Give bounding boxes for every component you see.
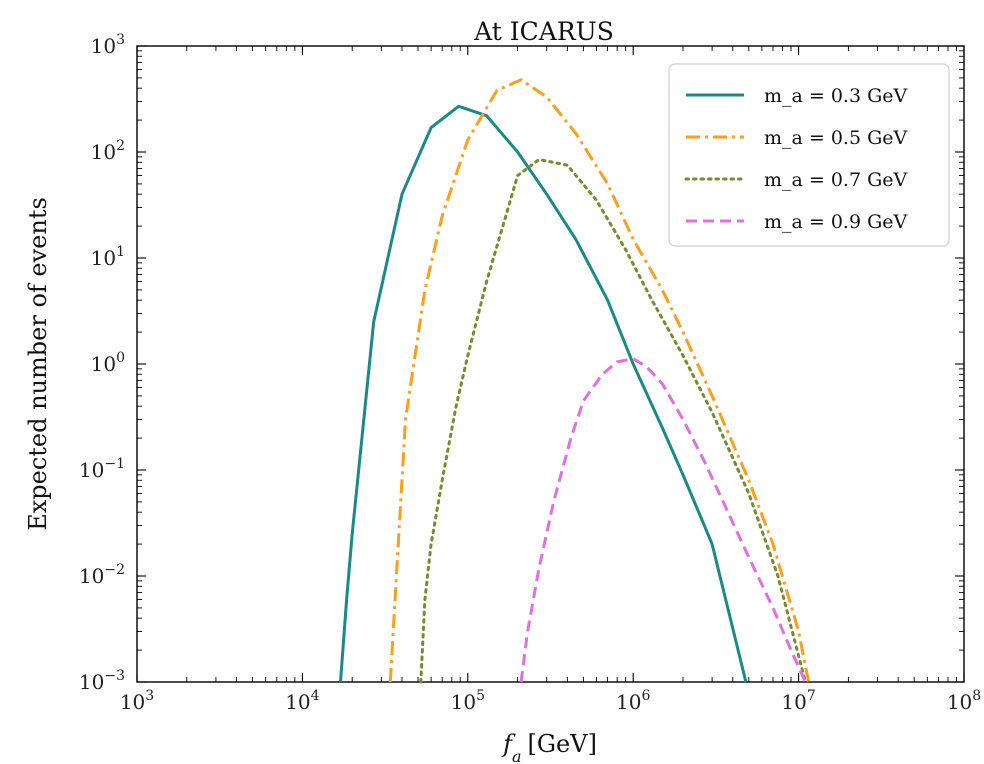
series-line-1 <box>388 78 811 683</box>
y-tick-label: 102 <box>91 138 125 164</box>
y-tick-label: 101 <box>91 244 125 270</box>
legend-label-2: m_a = 0.7 GeV <box>764 169 908 191</box>
x-tick-label: 104 <box>285 688 319 714</box>
series-line-2 <box>419 158 807 684</box>
tick-layer: 103 104 105 106 107 108 10−3 10−2 10−1 100 101 102 1… <box>79 32 981 714</box>
x-tick-label: 103 <box>120 688 154 714</box>
x-tick-label: 106 <box>616 688 650 714</box>
y-tick-label: 100 <box>91 350 125 376</box>
y-tick-label: 10−2 <box>79 562 125 588</box>
x-tick-label: 108 <box>947 688 981 714</box>
x-tick-label: 107 <box>781 688 815 714</box>
series-line-0 <box>339 104 748 683</box>
legend-label-1: m_a = 0.5 GeV <box>764 127 908 149</box>
legend-label-0: m_a = 0.3 GeV <box>764 85 908 107</box>
legend-box <box>668 63 950 247</box>
y-axis-label: Expected number of events <box>24 197 52 531</box>
legend-label-3: m_a = 0.9 GeV <box>764 211 908 233</box>
series-layer <box>339 78 811 684</box>
legend: m_a = 0.3 GeV m_a = 0.5 GeV m_a = 0.7 GeV m… <box>668 63 950 247</box>
x-axis-label: fa [GeV] <box>501 730 597 764</box>
y-tick-label: 10−1 <box>79 456 125 482</box>
series-line-3 <box>519 357 807 683</box>
chart-title: At ICARUS <box>473 17 614 46</box>
y-tick-label: 103 <box>91 32 125 58</box>
y-tick-label: 10−3 <box>79 668 125 694</box>
x-tick-label: 105 <box>451 688 485 714</box>
